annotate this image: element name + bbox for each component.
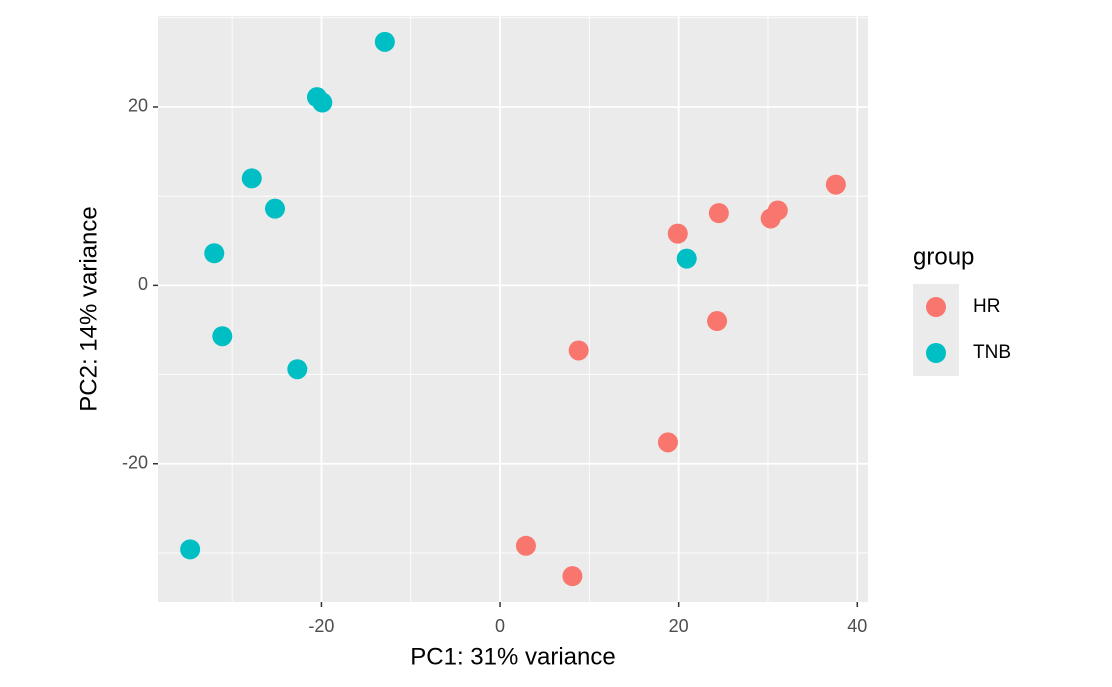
x-tick-label: -20 xyxy=(308,616,334,636)
point xyxy=(667,223,688,244)
point xyxy=(708,203,729,224)
y-tick-label: -20 xyxy=(122,453,148,473)
point xyxy=(312,92,333,113)
point xyxy=(374,31,395,52)
y-axis-title: PC2: 14% variance xyxy=(75,206,102,411)
legend-label: TNB xyxy=(973,342,1011,363)
legend-label: HR xyxy=(973,296,1000,317)
point xyxy=(241,168,262,189)
legend-key xyxy=(926,297,946,317)
point xyxy=(264,198,285,219)
legend-title: group xyxy=(913,243,974,270)
point xyxy=(212,326,233,347)
y-tick-label: 20 xyxy=(128,96,148,116)
x-tick-label: 20 xyxy=(669,616,689,636)
point xyxy=(287,359,308,380)
panel-background xyxy=(158,16,868,602)
point xyxy=(676,248,697,269)
legend-key xyxy=(926,343,946,363)
point xyxy=(515,535,536,556)
point xyxy=(204,243,225,264)
points xyxy=(180,31,846,587)
grid xyxy=(158,16,868,602)
x-axis-title: PC1: 31% variance xyxy=(410,643,615,670)
point xyxy=(568,340,589,361)
point xyxy=(180,539,201,560)
point xyxy=(825,174,846,195)
x-tick-label: 40 xyxy=(847,616,867,636)
y-tick-label: 0 xyxy=(138,274,148,294)
point xyxy=(707,311,728,332)
point xyxy=(657,432,678,453)
point xyxy=(767,200,788,221)
point xyxy=(562,566,583,587)
x-tick-label: 0 xyxy=(495,616,505,636)
